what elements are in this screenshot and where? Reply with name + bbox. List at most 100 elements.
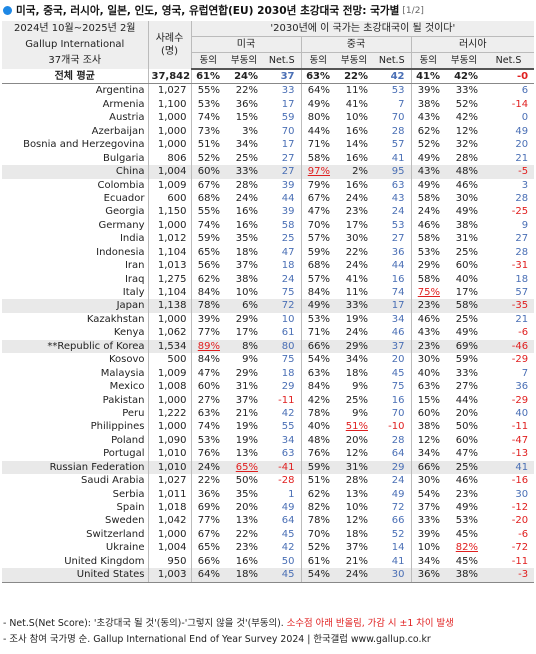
sample-size: 1,000	[148, 138, 192, 152]
header-left-cell: 2024년 10월~2025년 2월 Gallup International …	[2, 21, 149, 69]
cell-disagree: 16%	[235, 206, 258, 218]
cell-disagree: 16%	[345, 125, 368, 137]
sample-size: 37,842	[148, 69, 192, 85]
cell-net: 17	[373, 299, 412, 313]
cell-net: 39	[263, 205, 302, 219]
cell-disagree: 38%	[235, 273, 258, 285]
cell-agree: 59%	[301, 460, 335, 475]
country-name: Saudi Arabia	[2, 474, 149, 488]
cell-disagree: 15%	[235, 112, 258, 124]
table-row: Russian Federation 1,010 24% 65% -41 59% 31% 29…	[2, 460, 535, 475]
country-name: Germany	[2, 218, 149, 233]
col-net: Net.S	[263, 52, 301, 70]
cell-net: -11	[263, 393, 302, 407]
cell-agree: 59%	[197, 233, 220, 245]
sample-size: 600	[148, 191, 192, 206]
cell-agree: 67%	[197, 528, 220, 540]
cell-net: 45	[373, 366, 412, 381]
cell-net: 18	[515, 273, 529, 285]
cell-disagree: 12%	[345, 448, 368, 460]
cell-disagree: 16%	[235, 555, 258, 567]
cell-net: 72	[263, 299, 302, 313]
cell-disagree: 60%	[455, 434, 478, 446]
cell-disagree: 28%	[455, 152, 478, 164]
header-scope: 37개국 조사	[48, 55, 102, 66]
country-name: Italy	[2, 286, 149, 300]
col-net: Net.S	[373, 52, 411, 70]
sample-size: 806	[148, 151, 192, 166]
cell-agree: 49%	[301, 299, 335, 313]
cell-net: 70	[373, 406, 412, 421]
cell-agree: 77%	[197, 327, 220, 339]
cell-agree: 57%	[307, 233, 330, 245]
col-disagree: 부동의	[445, 52, 483, 70]
sample-size: 1,004	[148, 541, 192, 555]
cell-agree: 52%	[197, 152, 220, 164]
cell-disagree: 44%	[455, 394, 478, 406]
country-name: Bosnia and Herzegovina	[2, 138, 149, 152]
sample-size: 1,004	[148, 165, 192, 179]
cell-disagree: 18%	[345, 367, 368, 379]
cell-disagree: 30%	[455, 192, 478, 204]
cell-disagree: 24%	[235, 192, 258, 204]
cell-net: 18	[263, 366, 302, 381]
cell-agree: 62%	[307, 488, 330, 500]
sample-size: 1,000	[148, 420, 192, 434]
cell-agree: 82%	[307, 502, 330, 513]
cell-agree: 46%	[417, 313, 440, 325]
col-agree: 동의	[300, 52, 335, 70]
cell-agree: 67%	[307, 192, 330, 204]
sample-size: 1,062	[148, 326, 192, 340]
sample-size: 1,008	[148, 380, 192, 394]
country-name: Malaysia	[2, 366, 149, 381]
cell-disagree: 51%	[335, 420, 373, 433]
cell-disagree: 69%	[445, 339, 483, 354]
table-row: Indonesia 1,104 65% 18% 47 59% 22% 36 53% 25% 28	[2, 245, 534, 260]
cell-agree: 76%	[307, 448, 330, 460]
cell-agree: 58%	[307, 152, 330, 164]
cell-disagree: 25%	[455, 246, 478, 258]
cell-agree: 69%	[197, 502, 220, 513]
cell-agree: 33%	[417, 515, 440, 527]
table-row: Mexico 1,008 60% 31% 29 84% 9% 75 63% 27% 36	[2, 380, 534, 394]
cell-agree: 63%	[307, 367, 330, 379]
cell-disagree: 30%	[345, 233, 368, 245]
cell-net: 18	[263, 259, 302, 273]
cell-net: 30	[373, 568, 412, 583]
cell-agree: 71%	[307, 327, 330, 339]
cell-disagree: 48%	[445, 165, 483, 179]
sample-size: 1,027	[148, 474, 192, 488]
country-name: Ukraine	[2, 541, 149, 555]
cell-agree: 68%	[307, 260, 330, 272]
country-name: Kenya	[2, 326, 149, 340]
cell-disagree: 17%	[455, 287, 478, 298]
cell-net: -29	[511, 394, 529, 406]
cell-net: 80	[263, 339, 302, 354]
sample-size: 1,534	[148, 339, 192, 354]
cell-agree: 57%	[307, 273, 330, 285]
header-period: 2024년 10월~2025년 2월	[13, 23, 136, 34]
cell-agree: 60%	[191, 165, 225, 179]
cell-net: 41	[373, 554, 412, 569]
cell-agree: 65%	[197, 246, 220, 258]
cell-net: -28	[263, 474, 302, 488]
cell-net: 49	[373, 487, 412, 501]
table-row: **Republic of Korea 1,534 89% 8% 80 66% 29% 37 2…	[2, 339, 535, 354]
cell-net: 36	[515, 381, 529, 393]
table-row: Japan 1,138 78% 6% 72 49% 33% 17 23% 58% -35	[2, 299, 535, 313]
cell-disagree: 53%	[455, 515, 478, 527]
header-sample-label: 사례수	[155, 33, 184, 44]
table-row: Saudi Arabia 1,027 22% 50% -28 51% 28% 24 30% 46%…	[2, 474, 534, 488]
header-sample-unit: (명)	[160, 46, 178, 57]
cell-net: 53	[373, 218, 412, 233]
cell-agree: 78%	[307, 407, 330, 419]
country-name: United Kingdom	[2, 554, 149, 569]
table-row: Bosnia and Herzegovina 1,000 51% 34% 17 71% 14…	[2, 138, 534, 152]
cell-net: -14	[511, 98, 529, 110]
cell-net: -5	[483, 165, 535, 179]
cell-disagree: 16%	[345, 179, 368, 191]
cell-disagree: 23%	[235, 542, 258, 554]
sample-size: 1,003	[148, 568, 192, 583]
cell-disagree: 37%	[235, 394, 258, 406]
cell-net: -72	[511, 542, 529, 554]
